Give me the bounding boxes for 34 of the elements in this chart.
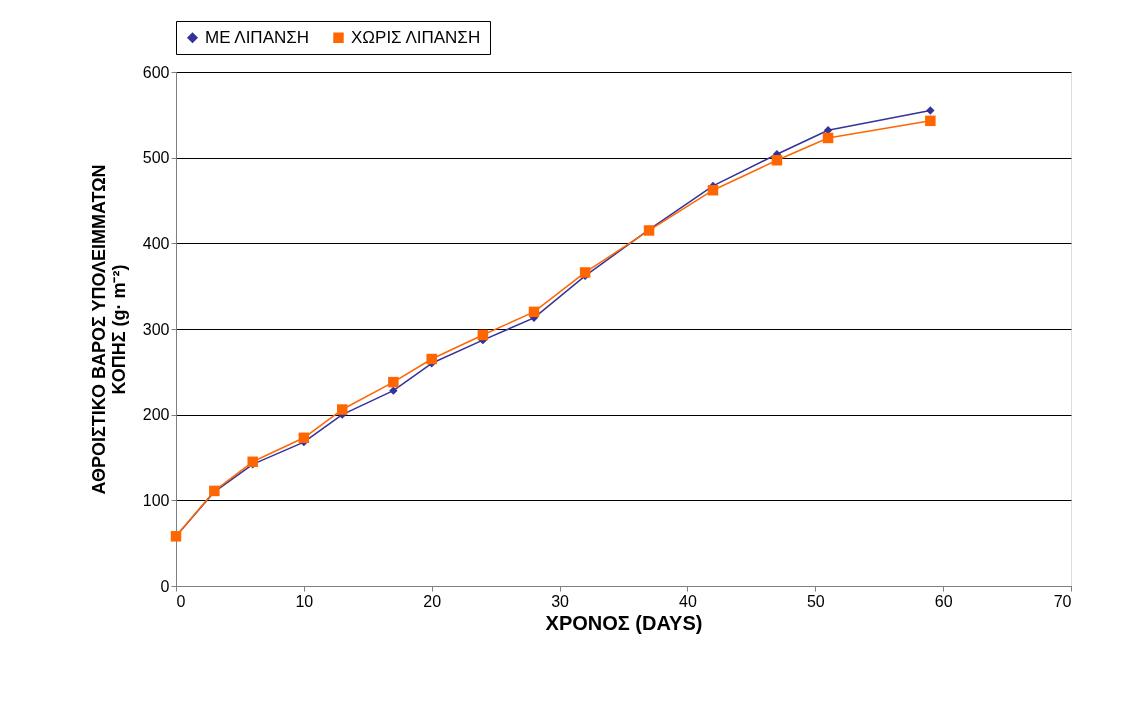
y-tick-label: 300 xyxy=(142,320,170,338)
point xyxy=(771,154,783,166)
x-tick-label: 60 xyxy=(934,592,953,610)
point xyxy=(426,353,437,365)
point xyxy=(707,184,719,196)
y-tick-label: 500 xyxy=(142,149,170,167)
y-tick-label: 600 xyxy=(142,63,170,81)
text: ΑΘΡΟΙΣΤΙΚΟ ΒΑΡΟΣ ΥΠΟΛΕΙΜΜΑΤΩΝ xyxy=(88,164,109,495)
x-tick-label: 40 xyxy=(679,592,697,610)
point xyxy=(528,306,540,318)
point xyxy=(247,456,258,468)
y-tick-label: 0 xyxy=(160,577,170,595)
point xyxy=(298,432,310,444)
point xyxy=(925,115,936,127)
point xyxy=(389,386,398,395)
x-tick-label: 30 xyxy=(551,592,570,610)
point xyxy=(579,267,591,278)
y-tick-label: 200 xyxy=(142,406,170,424)
legend-label: ΜΕ ΛΙΠΑΝΣΗ xyxy=(205,27,310,47)
point xyxy=(388,376,399,388)
point xyxy=(477,329,489,341)
point xyxy=(822,132,834,144)
x-tick-label: 0 xyxy=(176,592,186,610)
legend-label: ΧΩΡΙΣ ΛΙΠΑΝΣΗ xyxy=(351,27,481,47)
text: ΚΟΠΗΣ (g· m⁻²) xyxy=(108,264,129,395)
x-tick-label: 70 xyxy=(1053,592,1072,610)
point xyxy=(926,106,935,115)
y-tick-label: 100 xyxy=(142,491,170,509)
point xyxy=(336,404,348,415)
x-tick-label: 20 xyxy=(423,592,442,610)
y-tick-label: 400 xyxy=(142,234,170,252)
x-tick-label: 10 xyxy=(295,592,314,610)
x-tick-label: 50 xyxy=(806,592,825,610)
x-axis-title: ΧΡΟΝΟΣ (DAYS) xyxy=(545,611,703,634)
